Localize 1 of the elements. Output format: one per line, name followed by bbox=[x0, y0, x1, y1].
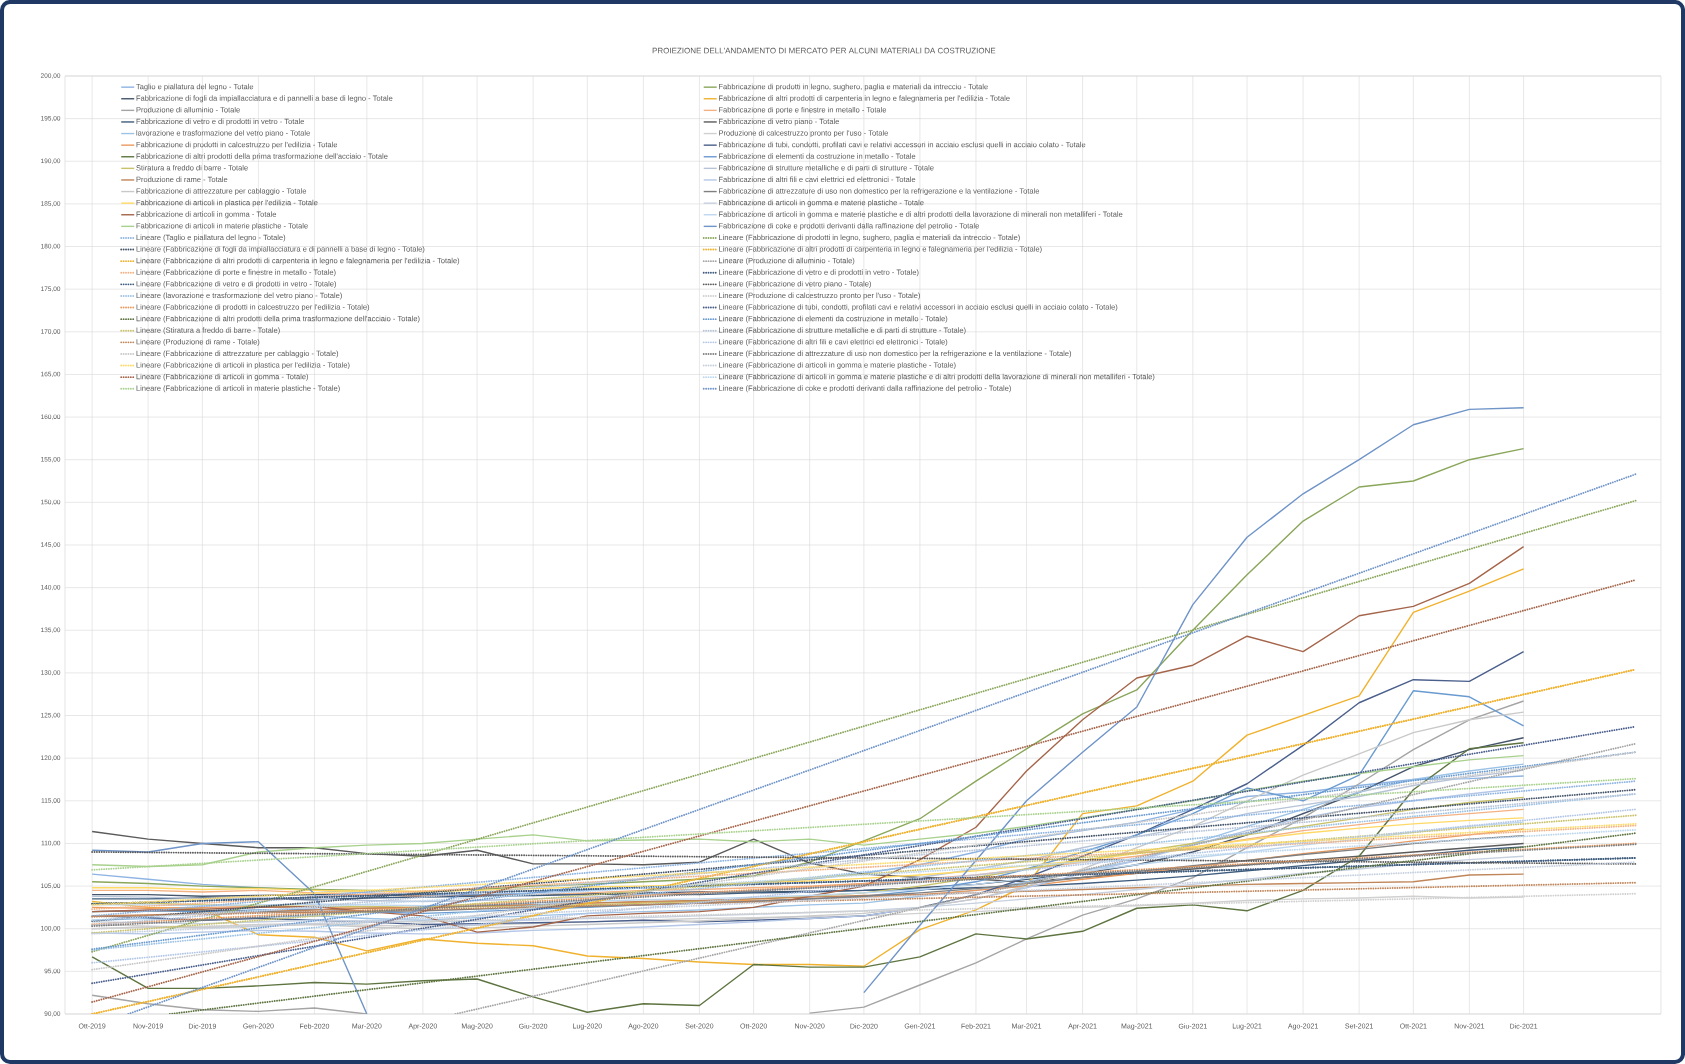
chart-title: PROIEZIONE DELL'ANDAMENTO DI MERCATO PER ALCUNI MATERIALI DA COSTRUZIONE bbox=[652, 47, 996, 54]
